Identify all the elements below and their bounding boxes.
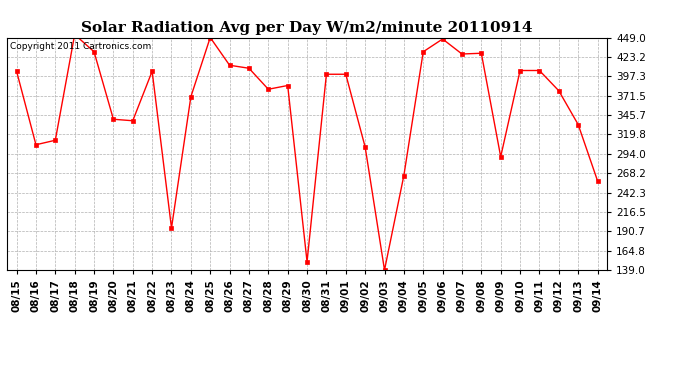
Text: Copyright 2011 Cartronics.com: Copyright 2011 Cartronics.com [10,42,151,51]
Title: Solar Radiation Avg per Day W/m2/minute 20110914: Solar Radiation Avg per Day W/m2/minute … [81,21,533,35]
